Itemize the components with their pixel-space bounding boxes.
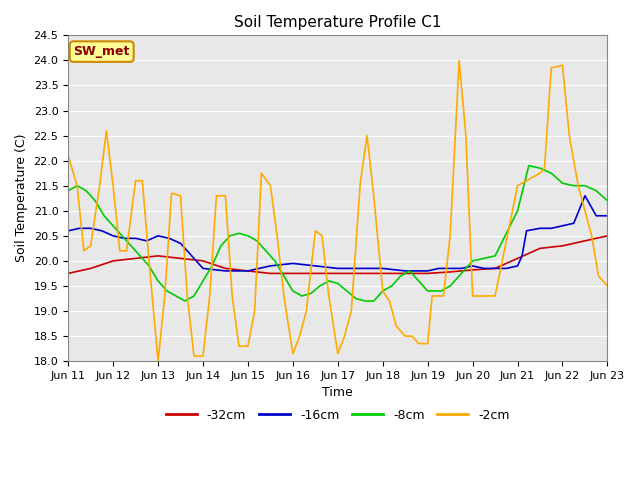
-16cm (570, 220, 577, 226)
-16cm (289, 261, 297, 266)
-16cm (76, 226, 83, 231)
-2cm (565, 132, 573, 138)
-16cm (87, 226, 95, 231)
-32cm (525, 251, 532, 256)
-32cm (514, 255, 522, 261)
Legend: -32cm, -16cm, -8cm, -2cm: -32cm, -16cm, -8cm, -2cm (161, 404, 515, 427)
-16cm (379, 265, 387, 271)
-8cm (581, 183, 589, 189)
-16cm (480, 265, 488, 271)
-32cm (492, 265, 499, 271)
-16cm (514, 263, 522, 269)
-32cm (401, 271, 409, 276)
-32cm (244, 268, 252, 274)
-8cm (604, 198, 611, 204)
-8cm (415, 278, 422, 284)
-32cm (109, 258, 117, 264)
-16cm (312, 263, 319, 269)
-8cm (199, 278, 207, 284)
-32cm (559, 243, 566, 249)
Y-axis label: Soil Temperature (C): Soil Temperature (C) (15, 134, 28, 263)
-16cm (177, 240, 184, 246)
-16cm (143, 238, 150, 244)
Text: SW_met: SW_met (74, 45, 130, 58)
-8cm (437, 288, 445, 294)
-16cm (523, 228, 531, 234)
-16cm (154, 233, 162, 239)
-32cm (266, 271, 274, 276)
-32cm (446, 269, 454, 275)
-8cm (525, 163, 532, 168)
-32cm (132, 255, 140, 261)
-16cm (581, 193, 589, 199)
-16cm (120, 236, 128, 241)
-16cm (446, 265, 454, 271)
-16cm (221, 268, 229, 274)
-16cm (199, 265, 207, 271)
-16cm (188, 253, 196, 259)
-16cm (356, 265, 364, 271)
-32cm (64, 271, 72, 276)
-8cm (190, 293, 198, 299)
-2cm (154, 358, 162, 364)
-32cm (604, 233, 611, 239)
-16cm (468, 263, 476, 269)
-2cm (604, 283, 611, 289)
-2cm (574, 183, 582, 189)
-2cm (64, 153, 72, 158)
-32cm (221, 265, 229, 271)
-16cm (458, 265, 465, 271)
-32cm (289, 271, 297, 276)
Line: -8cm: -8cm (68, 166, 607, 301)
-32cm (312, 271, 319, 276)
-16cm (266, 263, 274, 269)
-16cm (424, 268, 431, 274)
-16cm (132, 236, 140, 241)
-32cm (356, 271, 364, 276)
-2cm (408, 333, 416, 339)
-16cm (492, 265, 499, 271)
-32cm (379, 271, 387, 276)
-16cm (165, 236, 173, 241)
-16cm (518, 253, 526, 259)
-16cm (547, 226, 555, 231)
-8cm (181, 298, 189, 304)
-32cm (468, 267, 476, 273)
-16cm (98, 228, 106, 234)
-32cm (536, 245, 544, 251)
-16cm (334, 265, 342, 271)
-32cm (570, 240, 577, 246)
-8cm (64, 188, 72, 193)
-32cm (581, 238, 589, 244)
-2cm (468, 293, 476, 299)
-16cm (435, 265, 443, 271)
-2cm (428, 293, 436, 299)
-32cm (87, 265, 95, 271)
-32cm (177, 255, 184, 261)
-16cm (604, 213, 611, 219)
-2cm (559, 62, 566, 68)
-16cm (64, 228, 72, 234)
Title: Soil Temperature Profile C1: Soil Temperature Profile C1 (234, 15, 442, 30)
-32cm (334, 271, 342, 276)
-32cm (424, 271, 431, 276)
Line: -32cm: -32cm (68, 236, 607, 274)
X-axis label: Time: Time (323, 386, 353, 399)
Line: -2cm: -2cm (68, 60, 607, 361)
-16cm (502, 265, 510, 271)
-8cm (514, 208, 522, 214)
-32cm (199, 258, 207, 264)
-16cm (536, 226, 544, 231)
-16cm (401, 268, 409, 274)
-16cm (559, 223, 566, 228)
-32cm (593, 236, 600, 241)
-16cm (593, 213, 600, 219)
Line: -16cm: -16cm (68, 196, 607, 271)
-16cm (109, 233, 117, 239)
-16cm (413, 268, 420, 274)
-32cm (154, 253, 162, 259)
-16cm (244, 268, 252, 274)
-2cm (455, 58, 463, 63)
